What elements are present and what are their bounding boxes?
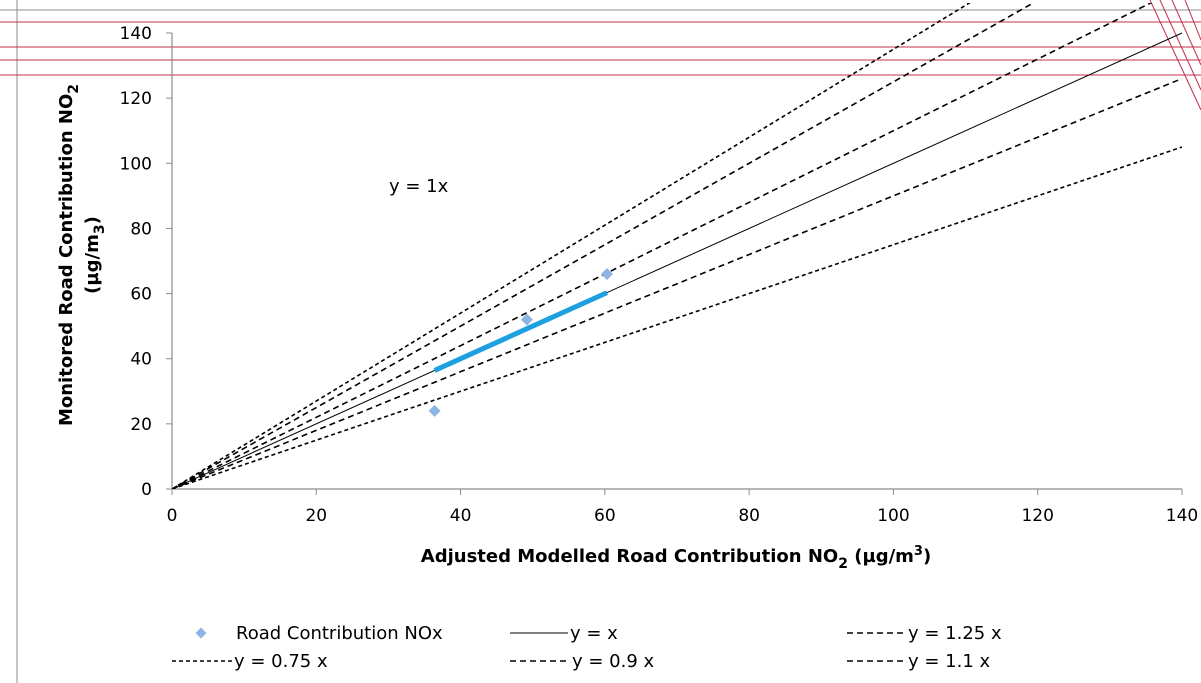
reference-line-7 bbox=[172, 3, 971, 489]
legend-label: y = 0.9 x bbox=[572, 651, 655, 672]
annotation-text: y = 1x bbox=[389, 176, 449, 197]
plot-series bbox=[172, 3, 1183, 489]
plot-area bbox=[171, 3, 1183, 490]
x-tick-label: 40 bbox=[450, 506, 472, 526]
reference-line-3 bbox=[172, 146, 1183, 489]
x-tick-label: 0 bbox=[167, 506, 178, 526]
x-axis-title: Adjusted Modelled Road Contribution NO2 … bbox=[421, 544, 931, 572]
reference-line-5 bbox=[172, 3, 1153, 489]
legend-entry-2: y = 1.25 x bbox=[847, 623, 1002, 644]
legend-marker bbox=[195, 627, 207, 639]
reference-line-4 bbox=[172, 77, 1183, 489]
legend-entry-5: y = 1.1 x bbox=[847, 651, 991, 672]
legend-label: y = x bbox=[570, 623, 618, 644]
trend-line bbox=[433, 290, 609, 373]
legend-label: y = 1.1 x bbox=[908, 651, 991, 672]
y-tick-label: 80 bbox=[130, 219, 152, 239]
legend-label: Road Contribution NOx bbox=[236, 623, 443, 644]
legend-entry-3: y = 0.75 x bbox=[172, 651, 328, 672]
reference-line-1 bbox=[172, 32, 1183, 489]
x-tick-label: 20 bbox=[305, 506, 327, 526]
y-tick-label: 140 bbox=[120, 24, 152, 44]
data-point bbox=[601, 268, 614, 281]
y-tick-label: 0 bbox=[141, 480, 152, 500]
x-tick-label: 140 bbox=[1166, 506, 1198, 526]
y-tick-label: 40 bbox=[130, 350, 152, 370]
y-axis-title: Monitored Road Contribution NO2 (µg/m3) bbox=[56, 84, 108, 426]
y-axis-title-line1: Monitored Road Contribution NO2 bbox=[56, 84, 82, 426]
data-point bbox=[428, 404, 441, 417]
y-tick-label: 60 bbox=[130, 285, 152, 305]
legend-entry-0: Road Contribution NOx bbox=[195, 623, 443, 644]
y-tick-label: 20 bbox=[130, 415, 152, 435]
x-tick-label: 60 bbox=[594, 506, 616, 526]
tick-labels: 0 20 40 60 80 100 120 140 0 20 40 60 80 100 120 140 bbox=[120, 24, 1199, 526]
data-point bbox=[520, 313, 533, 326]
legend-label: y = 0.75 x bbox=[234, 651, 328, 672]
x-tick-label: 80 bbox=[738, 506, 760, 526]
red-artifact-lines bbox=[0, 0, 1201, 111]
x-tick-label: 120 bbox=[1021, 506, 1053, 526]
legend-entry-1: y = x bbox=[510, 623, 618, 644]
reference-line-2 bbox=[172, 3, 1035, 489]
legend-entry-4: y = 0.9 x bbox=[510, 651, 655, 672]
y-axis-title-line2: (µg/m3) bbox=[82, 216, 108, 294]
legend-label: y = 1.25 x bbox=[908, 623, 1002, 644]
x-tick-label: 100 bbox=[877, 506, 909, 526]
legend: Road Contribution NOx y = x y = 1.25 x y = … bbox=[172, 623, 1002, 672]
y-tick-label: 100 bbox=[120, 154, 152, 174]
y-tick-label: 120 bbox=[120, 89, 152, 109]
